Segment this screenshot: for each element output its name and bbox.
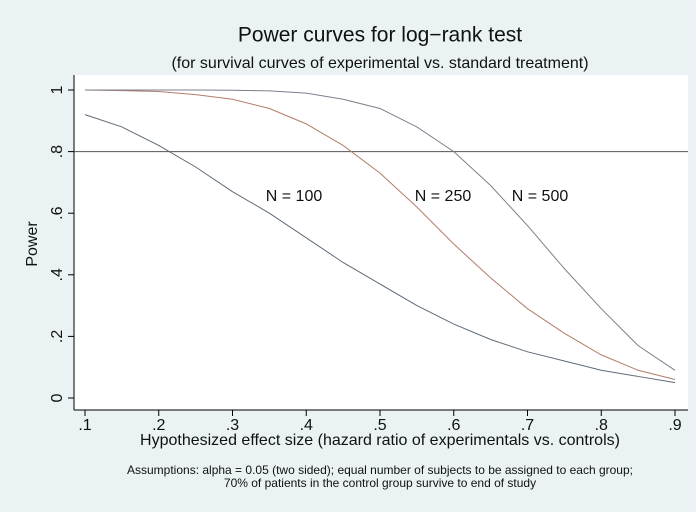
plot-area [74,75,688,410]
series-label: N = 100 [266,188,323,205]
x-axis-label: Hypothesized effect size (hazard ratio o… [140,432,620,449]
x-tick-label: .9 [668,417,681,434]
note: Assumptions: alpha = 0.05 (two sided); e… [127,463,633,477]
y-tick-label: .8 [49,145,66,158]
x-tick-label: .7 [521,417,534,434]
y-axis-label: Power [24,221,41,267]
y-tick-label: .4 [49,268,66,281]
series-label: N = 500 [512,188,569,205]
series-line [84,114,676,384]
y-tick-label: 1 [49,85,66,94]
series-line [85,89,676,371]
y-tick-label: .2 [49,330,66,343]
x-tick-label: .5 [373,417,386,434]
y-tick-label: .6 [49,206,66,219]
x-tick-label: .8 [595,417,608,434]
x-tick-label: .2 [152,417,165,434]
x-tick-label: .1 [78,417,91,434]
x-tick-label: .3 [226,417,239,434]
note: 70% of patients in the control group sur… [224,476,536,490]
series-label: N = 250 [415,188,472,205]
chart-title: Power curves for log−rank test [238,24,522,47]
x-tick-label: .4 [300,417,313,434]
chart-subtitle: (for survival curves of experimental vs.… [171,55,588,72]
y-tick-label: 0 [49,393,66,402]
series-line [84,89,676,381]
x-tick-label: .6 [447,417,460,434]
